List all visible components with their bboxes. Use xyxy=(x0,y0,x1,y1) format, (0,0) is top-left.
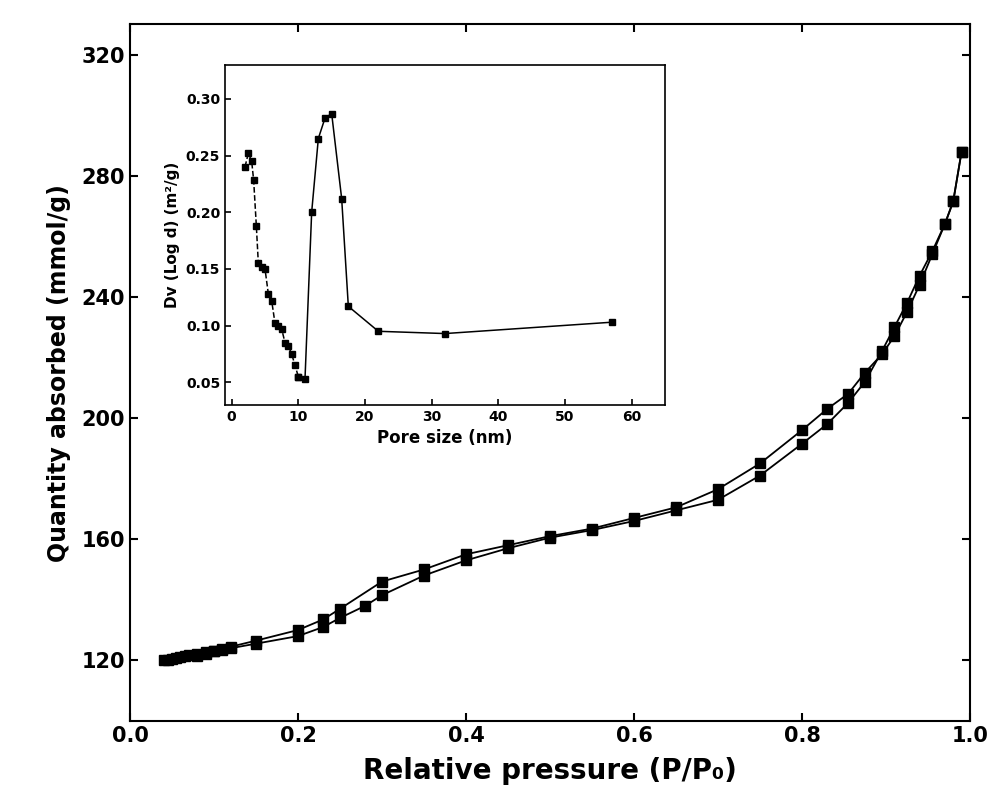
Y-axis label: Quantity absorbed (mmol/g): Quantity absorbed (mmol/g) xyxy=(47,184,71,561)
Y-axis label: Dv (Log d) (m²/g): Dv (Log d) (m²/g) xyxy=(165,162,180,308)
X-axis label: Relative pressure (P/P₀): Relative pressure (P/P₀) xyxy=(363,757,737,785)
X-axis label: Pore size (nm): Pore size (nm) xyxy=(377,429,513,447)
